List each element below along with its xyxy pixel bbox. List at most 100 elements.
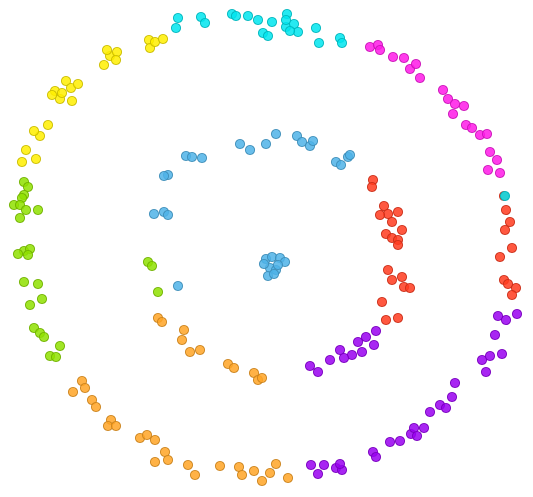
- data-point: [32, 204, 44, 216]
- series-5: [305, 308, 523, 480]
- data-point: [378, 200, 390, 212]
- series-7: [499, 190, 511, 202]
- data-point: [386, 216, 398, 228]
- data-point: [101, 44, 113, 56]
- data-point: [502, 278, 514, 290]
- data-point: [50, 351, 62, 363]
- data-point: [392, 206, 404, 218]
- data-point: [404, 282, 416, 294]
- data-point: [32, 278, 44, 290]
- data-point: [90, 401, 102, 413]
- data-point: [380, 314, 392, 326]
- data-point: [447, 108, 459, 120]
- data-point: [387, 51, 399, 63]
- data-point: [230, 10, 242, 22]
- data-point: [410, 58, 422, 70]
- data-point: [366, 181, 378, 193]
- series-1: [364, 39, 506, 179]
- data-point: [499, 224, 511, 236]
- data-point: [258, 258, 270, 270]
- data-point: [156, 316, 168, 328]
- data-point: [360, 331, 372, 343]
- data-point: [256, 475, 268, 487]
- data-point: [449, 377, 461, 389]
- data-point: [374, 209, 386, 221]
- data-point: [260, 138, 272, 150]
- data-point: [178, 324, 190, 336]
- data-point: [494, 167, 506, 179]
- data-point: [149, 434, 161, 446]
- data-point: [16, 156, 28, 168]
- series-4: [67, 375, 294, 487]
- data-point: [370, 451, 382, 463]
- data-point: [244, 144, 256, 156]
- data-point: [20, 144, 32, 156]
- series-0: [170, 8, 348, 49]
- data-point: [396, 271, 408, 283]
- data-point: [60, 75, 72, 87]
- data-point: [481, 128, 493, 140]
- series-2: [16, 33, 169, 168]
- data-point: [458, 100, 470, 112]
- data-point: [56, 87, 68, 99]
- series-10: [366, 174, 416, 326]
- data-point: [272, 259, 284, 271]
- data-point: [382, 264, 394, 276]
- data-point: [264, 467, 276, 479]
- data-point: [398, 52, 410, 64]
- data-point: [466, 122, 478, 134]
- data-point: [396, 224, 408, 236]
- data-point: [324, 354, 336, 366]
- data-point: [500, 204, 512, 216]
- data-point: [424, 406, 436, 418]
- data-point: [504, 216, 516, 228]
- data-point: [270, 458, 282, 470]
- data-point: [176, 334, 188, 346]
- data-point: [370, 325, 382, 337]
- data-point: [500, 314, 512, 326]
- data-point: [67, 386, 79, 398]
- data-point: [344, 149, 356, 161]
- data-point: [236, 469, 248, 481]
- data-point: [284, 25, 296, 37]
- data-point: [158, 170, 170, 182]
- data-point: [446, 391, 458, 403]
- data-point: [38, 331, 50, 343]
- data-point: [22, 249, 34, 261]
- series-11: [304, 325, 382, 378]
- data-point: [304, 360, 316, 372]
- data-point: [335, 159, 347, 171]
- data-point: [442, 93, 454, 105]
- data-point: [312, 366, 324, 378]
- data-point: [392, 312, 404, 324]
- data-point: [266, 16, 278, 28]
- data-point: [234, 138, 246, 150]
- data-point: [352, 336, 364, 348]
- data-point: [98, 59, 110, 71]
- data-point: [318, 459, 330, 471]
- series-8: [148, 128, 356, 292]
- data-point: [334, 458, 346, 470]
- data-points: [8, 8, 523, 487]
- series-9: [258, 251, 291, 282]
- data-point: [146, 260, 158, 272]
- data-point: [312, 468, 324, 480]
- data-point: [30, 153, 42, 165]
- data-point: [356, 346, 368, 358]
- data-point: [172, 12, 184, 24]
- data-point: [506, 289, 518, 301]
- data-point: [506, 242, 518, 254]
- data-point: [499, 190, 511, 202]
- data-point: [252, 14, 264, 26]
- data-point: [492, 310, 504, 322]
- data-point: [496, 348, 508, 360]
- data-point: [368, 339, 380, 351]
- data-point: [214, 460, 226, 472]
- data-point: [170, 22, 182, 34]
- data-point: [268, 268, 280, 280]
- data-point: [141, 429, 153, 441]
- data-point: [307, 135, 319, 147]
- data-point: [280, 14, 292, 26]
- data-point: [18, 276, 30, 288]
